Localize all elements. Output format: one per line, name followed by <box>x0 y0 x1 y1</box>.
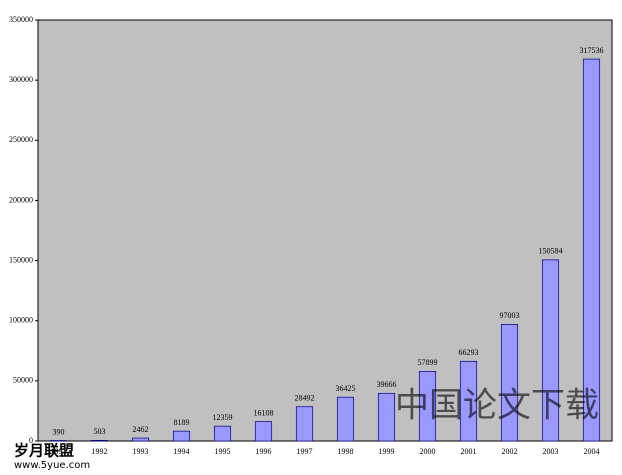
value-label: 57899 <box>418 358 438 367</box>
value-label: 12359 <box>213 413 233 422</box>
y-tick-label: 250000 <box>9 135 33 144</box>
x-tick-label: 2004 <box>584 447 600 456</box>
bar <box>90 440 109 442</box>
value-label: 16108 <box>254 408 274 417</box>
bar <box>336 396 355 442</box>
bar <box>295 406 314 442</box>
bar <box>213 425 232 442</box>
x-tick-label: 2002 <box>502 447 518 456</box>
value-label: 39666 <box>377 380 397 389</box>
watermark: 岁月联盟 <box>14 442 74 460</box>
bar <box>377 392 396 442</box>
value-label: 36425 <box>336 384 356 393</box>
value-label: 150584 <box>539 247 563 256</box>
y-tick-label: 100000 <box>9 316 33 325</box>
y-tick-label: 50000 <box>13 376 33 385</box>
value-label: 503 <box>94 427 106 436</box>
bar <box>418 371 437 442</box>
value-label: 28492 <box>295 394 315 403</box>
bar <box>582 58 601 442</box>
x-tick-label: 1993 <box>133 447 149 456</box>
x-tick-label: 1991 <box>51 447 67 456</box>
value-label: 2462 <box>133 425 149 434</box>
y-tick-label: 300000 <box>9 75 33 84</box>
y-tick-label: 150000 <box>9 255 33 264</box>
x-tick-label: 1994 <box>174 447 190 456</box>
plot-area <box>37 19 613 442</box>
x-tick-label: 2001 <box>461 447 477 456</box>
bar <box>172 430 191 442</box>
y-tick-label: 350000 <box>9 15 33 24</box>
watermark: www.5yue.com <box>14 460 90 471</box>
watermark: 中国论文下载 <box>395 386 599 426</box>
x-tick-label: 2003 <box>543 447 559 456</box>
x-tick-label: 1996 <box>256 447 272 456</box>
x-tick-label: 1992 <box>92 447 108 456</box>
value-label: 317536 <box>580 46 604 55</box>
bar <box>254 421 273 442</box>
x-tick-label: 2000 <box>420 447 436 456</box>
bar <box>500 323 519 442</box>
x-tick-label: 1997 <box>297 447 313 456</box>
x-tick-label: 1995 <box>215 447 231 456</box>
bar <box>459 360 478 442</box>
bar <box>541 259 560 442</box>
bar <box>131 437 150 442</box>
value-label: 8189 <box>174 418 190 427</box>
y-tick-label: 0 <box>29 436 33 445</box>
x-tick-label: 1998 <box>338 447 354 456</box>
x-tick-label: 1999 <box>379 447 395 456</box>
value-label: 66293 <box>459 348 479 357</box>
value-label: 97003 <box>500 311 520 320</box>
value-label: 390 <box>53 427 65 436</box>
y-tick-label: 200000 <box>9 195 33 204</box>
